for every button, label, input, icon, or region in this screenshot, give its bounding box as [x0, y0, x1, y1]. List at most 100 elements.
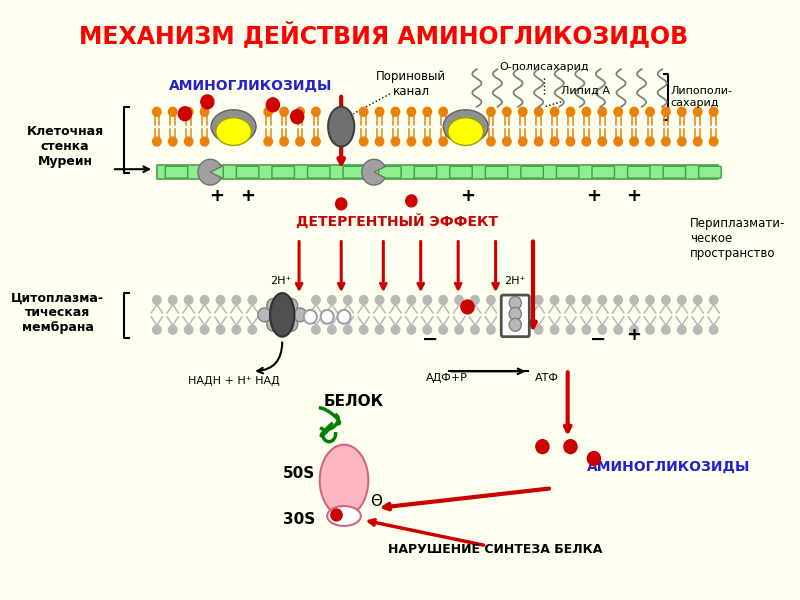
Text: МЕХАНИЗМ ДЕЙСТВИЯ АМИНОГЛИКОЗИДОВ: МЕХАНИЗМ ДЕЙСТВИЯ АМИНОГЛИКОЗИДОВ	[78, 21, 688, 48]
FancyBboxPatch shape	[236, 166, 259, 178]
Circle shape	[662, 107, 670, 116]
Circle shape	[391, 325, 400, 334]
Circle shape	[169, 325, 177, 334]
Circle shape	[321, 310, 334, 324]
Text: +: +	[626, 187, 642, 205]
Circle shape	[614, 325, 622, 334]
Circle shape	[471, 325, 479, 334]
Circle shape	[285, 298, 298, 313]
Ellipse shape	[320, 445, 368, 516]
Circle shape	[550, 325, 558, 334]
Circle shape	[294, 308, 306, 322]
Circle shape	[264, 137, 273, 146]
Circle shape	[290, 110, 304, 124]
Text: +: +	[240, 187, 255, 205]
Ellipse shape	[327, 506, 361, 526]
Circle shape	[343, 296, 352, 304]
Circle shape	[550, 296, 558, 304]
Circle shape	[331, 509, 342, 521]
Circle shape	[423, 325, 431, 334]
Circle shape	[375, 325, 384, 334]
Text: 30S: 30S	[283, 512, 315, 527]
Circle shape	[461, 300, 474, 314]
FancyBboxPatch shape	[663, 166, 686, 178]
Circle shape	[662, 325, 670, 334]
Circle shape	[258, 308, 271, 322]
Circle shape	[614, 137, 622, 146]
Circle shape	[407, 137, 415, 146]
Circle shape	[502, 137, 511, 146]
Text: Θ: Θ	[370, 494, 382, 509]
Circle shape	[486, 137, 495, 146]
Circle shape	[185, 325, 193, 334]
Ellipse shape	[270, 293, 294, 337]
Circle shape	[201, 95, 214, 109]
Circle shape	[304, 310, 317, 324]
Circle shape	[678, 325, 686, 334]
FancyBboxPatch shape	[414, 166, 437, 178]
Circle shape	[630, 325, 638, 334]
Circle shape	[598, 107, 606, 116]
Circle shape	[566, 296, 574, 304]
Circle shape	[564, 440, 577, 454]
Text: −: −	[590, 329, 606, 349]
Text: О-полисахарид: О-полисахарид	[499, 62, 589, 72]
Circle shape	[178, 107, 191, 121]
Circle shape	[375, 137, 384, 146]
Text: НАРУШЕНИЕ СИНТЕЗА БЕЛКА: НАРУШЕНИЕ СИНТЕЗА БЕЛКА	[389, 542, 603, 556]
Circle shape	[534, 325, 543, 334]
Circle shape	[566, 137, 574, 146]
Circle shape	[343, 325, 352, 334]
Circle shape	[407, 296, 415, 304]
Circle shape	[582, 325, 590, 334]
Text: БЕЛОК: БЕЛОК	[323, 394, 383, 409]
Circle shape	[335, 198, 347, 210]
Circle shape	[423, 107, 431, 116]
Circle shape	[598, 296, 606, 304]
Circle shape	[264, 107, 273, 116]
Circle shape	[232, 296, 241, 304]
Circle shape	[534, 296, 543, 304]
Circle shape	[248, 325, 257, 334]
Circle shape	[646, 296, 654, 304]
Circle shape	[267, 317, 280, 331]
Circle shape	[439, 325, 447, 334]
Circle shape	[598, 137, 606, 146]
Text: Липополи-
сахарид: Липополи- сахарид	[670, 86, 733, 107]
Circle shape	[566, 107, 574, 116]
Ellipse shape	[216, 118, 251, 145]
Circle shape	[266, 98, 279, 112]
Circle shape	[439, 107, 447, 116]
Circle shape	[200, 137, 209, 146]
Circle shape	[359, 325, 368, 334]
FancyBboxPatch shape	[627, 166, 650, 178]
Ellipse shape	[328, 107, 354, 146]
Text: Периплазмати-
ческое
пространство: Периплазмати- ческое пространство	[690, 217, 786, 260]
Circle shape	[391, 296, 400, 304]
Circle shape	[471, 296, 479, 304]
Text: Пориновый
канал: Пориновый канал	[376, 70, 446, 98]
Circle shape	[710, 325, 718, 334]
Text: +: +	[210, 187, 224, 205]
Circle shape	[153, 296, 161, 304]
Circle shape	[153, 325, 161, 334]
Circle shape	[598, 325, 606, 334]
Circle shape	[200, 296, 209, 304]
Text: 50S: 50S	[283, 466, 315, 481]
Circle shape	[359, 296, 368, 304]
Wedge shape	[362, 160, 385, 185]
Text: ДЕТЕРГЕНТНЫЙ ЭФФЕКТ: ДЕТЕРГЕНТНЫЙ ЭФФЕКТ	[296, 213, 498, 229]
Circle shape	[232, 325, 241, 334]
Circle shape	[185, 107, 193, 116]
FancyBboxPatch shape	[307, 166, 330, 178]
Text: +: +	[460, 187, 475, 205]
Circle shape	[169, 137, 177, 146]
Ellipse shape	[443, 110, 488, 143]
FancyBboxPatch shape	[201, 166, 223, 178]
Circle shape	[587, 452, 601, 466]
Circle shape	[566, 325, 574, 334]
Circle shape	[646, 107, 654, 116]
Circle shape	[646, 137, 654, 146]
Circle shape	[518, 137, 527, 146]
Circle shape	[216, 296, 225, 304]
